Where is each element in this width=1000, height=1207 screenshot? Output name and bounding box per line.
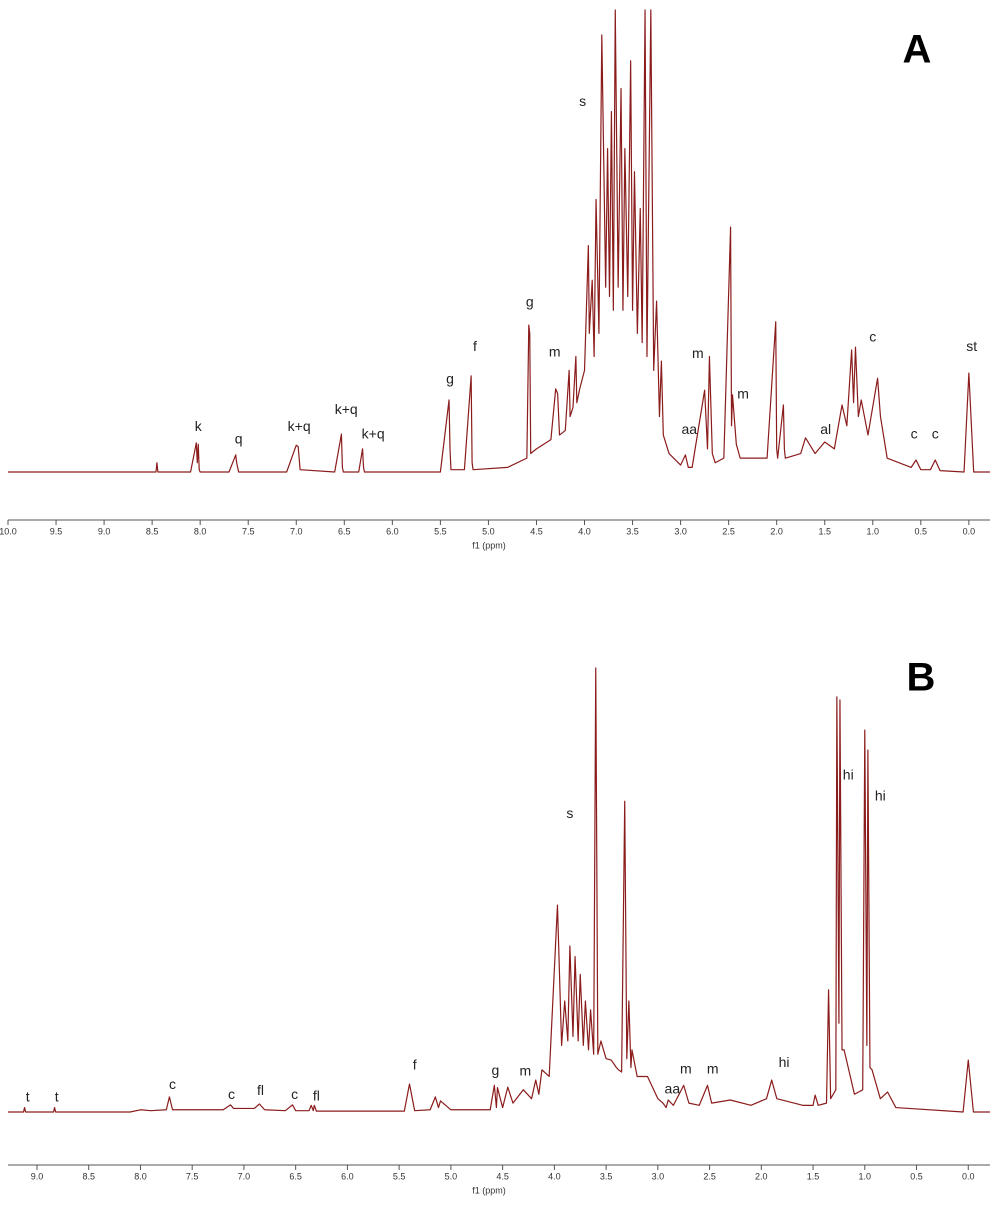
peak-annotation: f	[473, 338, 477, 354]
x-tick-label: 4.5	[496, 1171, 509, 1181]
x-tick-label: 9.0	[98, 526, 111, 536]
x-tick-label: 2.5	[703, 1171, 716, 1181]
peak-annotation: g	[446, 370, 454, 386]
x-tick-label: 10.0	[0, 526, 17, 536]
peak-annotation: m	[707, 1061, 719, 1077]
x-axis-label: f1 (ppm)	[472, 1185, 506, 1195]
spectrum-panel: 10.0 9.5 9.0 8.5 8.0 7.5 7.0 6.5 6.0 5.5 5.0 4.5 4.0…	[0, 9, 990, 550]
peak-annotation: hi	[779, 1054, 790, 1070]
peak-annotation: al	[820, 421, 831, 437]
x-tick-label: 8.5	[82, 1171, 95, 1181]
peak-annotation: fl	[313, 1088, 320, 1104]
peak-annotation: hi	[843, 767, 854, 783]
x-tick-label: 1.5	[818, 526, 831, 536]
x-tick-label: 3.5	[600, 1171, 613, 1181]
x-tick-label: 2.0	[755, 1171, 768, 1181]
x-tick-label: 7.5	[186, 1171, 199, 1181]
peak-annotation: st	[966, 338, 977, 354]
peak-annotation: f	[413, 1057, 417, 1073]
x-tick-label: 0.0	[962, 1171, 975, 1181]
peak-annotation: aa	[665, 1081, 681, 1097]
x-tick-label: 1.5	[807, 1171, 820, 1181]
peak-annotation: c	[291, 1086, 298, 1102]
peak-annotation: m	[737, 386, 749, 402]
spectrum-line	[8, 667, 990, 1113]
x-tick-label: 3.0	[674, 526, 687, 536]
x-tick-label: 6.0	[386, 526, 399, 536]
peak-annotation: c	[911, 426, 918, 442]
x-tick-label: 5.5	[393, 1171, 406, 1181]
peak-annotation: c	[932, 426, 939, 442]
peak-annotation: g	[491, 1062, 499, 1078]
x-tick-label: 3.0	[652, 1171, 665, 1181]
peak-annotation: m	[680, 1061, 692, 1077]
x-axis-label: f1 (ppm)	[472, 540, 506, 550]
peak-annotation: k	[195, 418, 203, 434]
panel-label: A	[903, 28, 932, 72]
x-tick-label: 2.5	[722, 526, 735, 536]
peak-annotation: k+q	[362, 426, 385, 442]
x-tick-label: 7.0	[290, 526, 303, 536]
x-tick-label: 9.5	[50, 526, 63, 536]
peak-annotation: g	[526, 294, 534, 310]
x-tick-label: 8.5	[146, 526, 159, 536]
peak-annotation: fl	[257, 1082, 264, 1098]
peak-annotation: m	[692, 345, 704, 361]
peak-annotation: s	[579, 93, 586, 109]
peak-annotation: m	[520, 1063, 532, 1079]
panel-label: B	[907, 656, 936, 700]
x-tick-label: 6.5	[338, 526, 351, 536]
peak-annotation: q	[235, 430, 243, 446]
x-tick-label: 2.0	[770, 526, 783, 536]
x-tick-label: 1.0	[859, 1171, 872, 1181]
x-tick-label: 4.0	[548, 1171, 561, 1181]
x-tick-label: 5.0	[445, 1171, 458, 1181]
x-tick-label: 7.0	[238, 1171, 251, 1181]
x-tick-label: 7.5	[242, 526, 255, 536]
x-tick-label: 8.0	[134, 1171, 147, 1181]
peak-annotation: m	[549, 344, 561, 360]
peak-annotation: t	[55, 1088, 59, 1104]
x-tick-label: 4.0	[578, 526, 591, 536]
peak-annotation: c	[169, 1076, 176, 1092]
x-tick-label: 0.0	[963, 526, 976, 536]
peak-annotation: c	[228, 1086, 235, 1102]
peak-annotation: s	[566, 805, 573, 821]
spectrum-panel: 9.0 8.5 8.0 7.5 7.0 6.5 6.0 5.5 5.0 4.5 4.0 3.5 3.0 2…	[8, 656, 990, 1195]
x-tick-label: 9.0	[31, 1171, 44, 1181]
peak-annotation: t	[26, 1088, 30, 1104]
peak-annotation: k+q	[288, 418, 311, 434]
spectrum-line	[8, 9, 990, 473]
x-tick-label: 0.5	[910, 1171, 923, 1181]
x-tick-label: 4.5	[530, 526, 543, 536]
peak-annotation: k+q	[335, 401, 358, 417]
x-tick-label: 5.5	[434, 526, 447, 536]
peak-annotation: c	[869, 329, 876, 345]
x-tick-label: 0.5	[915, 526, 928, 536]
x-tick-label: 1.0	[867, 526, 880, 536]
x-tick-label: 6.0	[341, 1171, 354, 1181]
peak-annotation: hi	[875, 787, 886, 803]
peak-annotation: aa	[681, 421, 697, 437]
x-tick-label: 5.0	[482, 526, 495, 536]
x-tick-label: 3.5	[626, 526, 639, 536]
x-tick-label: 6.5	[289, 1171, 302, 1181]
x-tick-label: 8.0	[194, 526, 207, 536]
